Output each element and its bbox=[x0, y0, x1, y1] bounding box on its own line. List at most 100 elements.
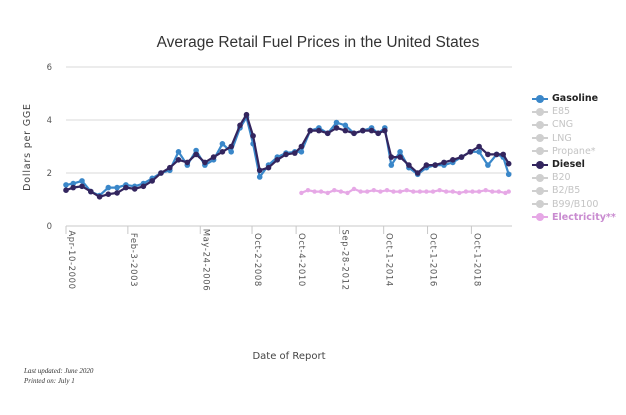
electricity-point[interactable] bbox=[397, 189, 403, 194]
diesel-point[interactable] bbox=[96, 194, 103, 200]
legend-item-electricity[interactable]: Electricity** bbox=[532, 211, 624, 224]
electricity-point[interactable] bbox=[391, 189, 396, 194]
gasoline-point[interactable] bbox=[193, 147, 199, 154]
electricity-point[interactable] bbox=[503, 190, 508, 196]
diesel-point[interactable] bbox=[382, 127, 388, 134]
electricity-point[interactable] bbox=[371, 188, 376, 193]
diesel-point[interactable] bbox=[250, 133, 256, 139]
electricity-point[interactable] bbox=[450, 189, 455, 194]
diesel-point[interactable] bbox=[167, 164, 173, 171]
diesel-point[interactable] bbox=[467, 149, 474, 155]
electricity-point[interactable] bbox=[437, 188, 442, 193]
diesel-point[interactable] bbox=[237, 122, 243, 129]
gasoline-point[interactable] bbox=[175, 149, 182, 155]
diesel-point[interactable] bbox=[360, 127, 366, 134]
diesel-point[interactable] bbox=[406, 162, 412, 168]
diesel-point[interactable] bbox=[333, 125, 340, 131]
legend-item-diesel[interactable]: Diesel bbox=[532, 158, 624, 171]
electricity-point[interactable] bbox=[384, 188, 390, 193]
gasoline-point[interactable] bbox=[333, 119, 340, 126]
gasoline-point[interactable] bbox=[105, 184, 112, 191]
electricity-point[interactable] bbox=[506, 189, 511, 194]
gasoline-point[interactable] bbox=[79, 178, 85, 184]
diesel-point[interactable] bbox=[493, 151, 500, 158]
gasoline-point[interactable] bbox=[114, 184, 120, 191]
diesel-point[interactable] bbox=[450, 157, 456, 163]
diesel-point[interactable] bbox=[158, 170, 164, 176]
diesel-point[interactable] bbox=[140, 183, 147, 190]
electricity-point[interactable] bbox=[325, 190, 330, 196]
diesel-point[interactable] bbox=[175, 157, 182, 163]
diesel-point[interactable] bbox=[458, 154, 465, 160]
diesel-point[interactable] bbox=[397, 154, 403, 160]
electricity-point[interactable] bbox=[299, 190, 304, 196]
diesel-point[interactable] bbox=[105, 191, 112, 197]
diesel-point[interactable] bbox=[432, 162, 439, 168]
electricity-point[interactable] bbox=[424, 189, 429, 194]
electricity-point[interactable] bbox=[457, 190, 462, 196]
electricity-point[interactable] bbox=[318, 189, 324, 194]
diesel-point[interactable] bbox=[210, 154, 217, 160]
electricity-point[interactable] bbox=[305, 188, 311, 193]
diesel-point[interactable] bbox=[485, 151, 491, 158]
electricity-point[interactable] bbox=[496, 189, 501, 194]
diesel-point[interactable] bbox=[505, 160, 512, 167]
electricity-point[interactable] bbox=[358, 189, 363, 194]
electricity-point[interactable] bbox=[411, 189, 416, 194]
diesel-point[interactable] bbox=[388, 154, 395, 160]
diesel-point[interactable] bbox=[441, 159, 447, 166]
diesel-point[interactable] bbox=[228, 143, 234, 150]
gasoline-point[interactable] bbox=[485, 162, 491, 168]
electricity-point[interactable] bbox=[338, 189, 344, 194]
electricity-point[interactable] bbox=[378, 189, 383, 194]
legend-item-cng[interactable]: CNG bbox=[532, 118, 624, 131]
legend-item-b2-b5[interactable]: B2/B5 bbox=[532, 184, 624, 197]
legend-item-gasoline[interactable]: Gasoline bbox=[532, 92, 624, 105]
diesel-point[interactable] bbox=[265, 164, 272, 171]
legend-item-propane[interactable]: Propane* bbox=[532, 145, 624, 158]
electricity-point[interactable] bbox=[444, 189, 449, 194]
electricity-point[interactable] bbox=[351, 186, 357, 192]
electricity-point[interactable] bbox=[404, 188, 409, 193]
diesel-point[interactable] bbox=[351, 130, 357, 137]
electricity-point[interactable] bbox=[483, 188, 488, 193]
diesel-point[interactable] bbox=[500, 151, 507, 158]
diesel-point[interactable] bbox=[184, 159, 191, 166]
legend-item-lng[interactable]: LNG bbox=[532, 132, 624, 145]
gasoline-point[interactable] bbox=[476, 149, 482, 155]
legend-item-b20[interactable]: B20 bbox=[532, 171, 624, 184]
diesel-point[interactable] bbox=[292, 150, 298, 156]
gasoline-point[interactable] bbox=[397, 149, 403, 155]
legend-item-b99-b100[interactable]: B99/B100 bbox=[532, 198, 624, 211]
diesel-point[interactable] bbox=[324, 130, 331, 137]
electricity-point[interactable] bbox=[345, 190, 350, 196]
legend-item-e85[interactable]: E85 bbox=[532, 105, 624, 118]
electricity-point[interactable] bbox=[430, 189, 436, 194]
diesel-point[interactable] bbox=[79, 183, 85, 190]
gasoline-point[interactable] bbox=[256, 174, 263, 180]
diesel-point[interactable] bbox=[274, 157, 281, 163]
gasoline-point[interactable] bbox=[70, 180, 76, 187]
electricity-point[interactable] bbox=[312, 189, 317, 194]
electricity-point[interactable] bbox=[490, 189, 495, 194]
diesel-point[interactable] bbox=[342, 127, 349, 134]
diesel-point[interactable] bbox=[414, 170, 421, 176]
diesel-point[interactable] bbox=[193, 151, 199, 158]
diesel-point[interactable] bbox=[298, 143, 305, 150]
electricity-point[interactable] bbox=[476, 189, 482, 194]
gasoline-point[interactable] bbox=[228, 149, 234, 155]
electricity-point[interactable] bbox=[332, 188, 337, 193]
gasoline-point[interactable] bbox=[63, 182, 69, 188]
gasoline-point[interactable] bbox=[505, 171, 512, 178]
diesel-point[interactable] bbox=[476, 143, 482, 150]
diesel-point[interactable] bbox=[88, 188, 94, 195]
diesel-point[interactable] bbox=[283, 151, 289, 158]
diesel-point[interactable] bbox=[114, 190, 120, 196]
diesel-point[interactable] bbox=[243, 111, 250, 118]
gasoline-point[interactable] bbox=[219, 141, 226, 147]
diesel-point[interactable] bbox=[70, 184, 76, 191]
diesel-point[interactable] bbox=[368, 127, 375, 134]
diesel-point[interactable] bbox=[131, 186, 138, 192]
electricity-point[interactable] bbox=[463, 189, 469, 194]
diesel-point[interactable] bbox=[375, 130, 382, 137]
